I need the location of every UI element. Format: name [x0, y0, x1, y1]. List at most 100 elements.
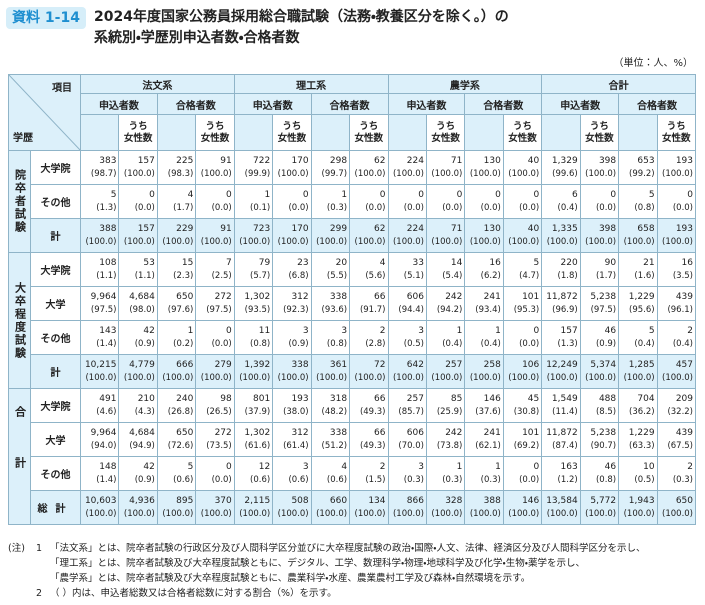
percent: (97.5) — [206, 304, 232, 315]
percent: (69.2) — [513, 440, 540, 451]
value-cell: 11,872 (87.4) — [541, 422, 581, 457]
value-cell: 5,238 (90.7) — [579, 422, 620, 457]
percent: (37.6) — [475, 406, 501, 417]
note-text: （ ）内は、申込者総数又は合格者総数に対する割合（%）を示す。 — [50, 588, 337, 599]
percent: (11.4) — [552, 406, 578, 417]
female-label: うち — [589, 120, 609, 132]
percent: (97.6) — [167, 304, 194, 315]
value-cell: 1 (0.4) — [464, 320, 504, 355]
count: 4,684 — [129, 291, 155, 302]
percent: (92.3) — [283, 304, 309, 315]
percent: (2.5) — [211, 270, 232, 281]
count: 9,964 — [90, 291, 117, 302]
header-row: 項目 学歴 法文系 理工系 農学系 合計 — [8, 74, 696, 151]
percent: (100.0) — [162, 372, 194, 383]
percent: (100.0) — [623, 508, 655, 519]
value-cell: 108 (1.1) — [79, 252, 120, 287]
percent: (0.0) — [288, 202, 309, 213]
percent: (100.0) — [123, 168, 155, 179]
percent: (100.0) — [239, 236, 271, 247]
percent: (100.0) — [392, 236, 424, 247]
value-cell: 5 (0.6) — [156, 456, 197, 491]
count: 298 — [329, 155, 348, 166]
value-cell: 606 (70.0) — [387, 422, 427, 457]
count: 15 — [181, 257, 194, 268]
percent: (100.0) — [354, 236, 386, 247]
value-cell: 272 (97.5) — [195, 286, 235, 321]
percent: (0.0) — [442, 202, 463, 213]
count: 85 — [450, 393, 463, 404]
count: 62 — [374, 155, 386, 166]
count: 3 — [302, 325, 309, 336]
count: 62 — [374, 223, 386, 234]
value-cell: 72 (100.0) — [349, 354, 389, 389]
percent: (73.5) — [206, 440, 232, 451]
count: 650 — [176, 291, 194, 302]
percent: (100.0) — [162, 508, 194, 519]
count: 71 — [450, 223, 463, 234]
value-cell: 21 (1.6) — [618, 252, 658, 287]
value-cell: 225 (98.3) — [156, 150, 197, 185]
value-cell: 3 (0.6) — [272, 456, 312, 491]
value-cell: 90 (1.7) — [579, 252, 620, 287]
count: 388 — [99, 223, 117, 234]
percent: (100.0) — [546, 508, 578, 519]
row-label: 大学院 — [30, 150, 81, 185]
percent: (48.2) — [321, 406, 348, 417]
value-cell: 3 (0.8) — [310, 320, 351, 355]
percent: (100.0) — [431, 372, 463, 383]
value-cell: 4,684 (94.9) — [118, 422, 158, 457]
count: 439 — [675, 427, 693, 438]
count: 1,549 — [551, 393, 578, 404]
percent: (30.8) — [513, 406, 540, 417]
count: 193 — [675, 223, 693, 234]
data-row: 大学 9,964 (97.5) 4,684 (98.0) 650 (97.6) 272 (97.… — [9, 286, 697, 321]
percent: (2.3) — [173, 270, 194, 281]
percent: (0.6) — [288, 474, 309, 485]
blank-header — [464, 114, 504, 151]
female-header: うち 女性数 — [656, 114, 697, 151]
count: 1,229 — [628, 427, 655, 438]
percent: (0.0) — [672, 202, 693, 213]
note-text: 「法文系」とは、院卒者試験の行政区分及び人間科学区分並びに大卒程度試験の政治・国… — [50, 543, 646, 554]
value-cell: 42 (0.9) — [118, 456, 158, 491]
percent: (0.3) — [480, 474, 501, 485]
count: 4,684 — [129, 427, 155, 438]
female-header: うち 女性数 — [195, 114, 235, 151]
count: 146 — [483, 393, 501, 404]
count: 146 — [522, 495, 540, 506]
count: 0 — [610, 189, 617, 200]
value-cell: 2 (0.4) — [656, 320, 697, 355]
percent: (0.0) — [134, 202, 155, 213]
percent: (0.3) — [326, 202, 348, 213]
badge: 資料 1-14 — [6, 7, 86, 29]
percent: (100.0) — [277, 236, 309, 247]
percent: (0.0) — [365, 202, 386, 213]
percent: (93.5) — [244, 304, 271, 315]
value-cell: 5,772 (100.0) — [579, 490, 620, 525]
count: 193 — [675, 155, 693, 166]
count: 0 — [533, 461, 540, 472]
count: 2 — [687, 461, 693, 472]
value-cell: 370 (100.0) — [195, 490, 235, 525]
value-cell: 298 (99.7) — [310, 150, 351, 185]
value-cell: 220 (1.8) — [541, 252, 581, 287]
percent: (0.9) — [134, 474, 155, 485]
value-cell: 4,684 (98.0) — [118, 286, 158, 321]
value-cell: 0 (0.0) — [118, 184, 158, 219]
percent: (0.0) — [480, 202, 501, 213]
count: 11,872 — [546, 427, 578, 438]
value-cell: 0 (0.0) — [387, 184, 427, 219]
percent: (100.0) — [200, 168, 232, 179]
count: 46 — [604, 461, 617, 472]
count: 1 — [456, 325, 463, 336]
value-cell: 318 (48.2) — [310, 388, 351, 423]
sub-header: 申込者数 — [387, 93, 466, 115]
count: 106 — [522, 359, 540, 370]
count: 1,335 — [551, 223, 578, 234]
percent: (100.0) — [508, 508, 540, 519]
count: 90 — [604, 257, 617, 268]
count: 2 — [687, 325, 693, 336]
count: 5 — [648, 189, 655, 200]
female-label: うち — [436, 120, 456, 132]
